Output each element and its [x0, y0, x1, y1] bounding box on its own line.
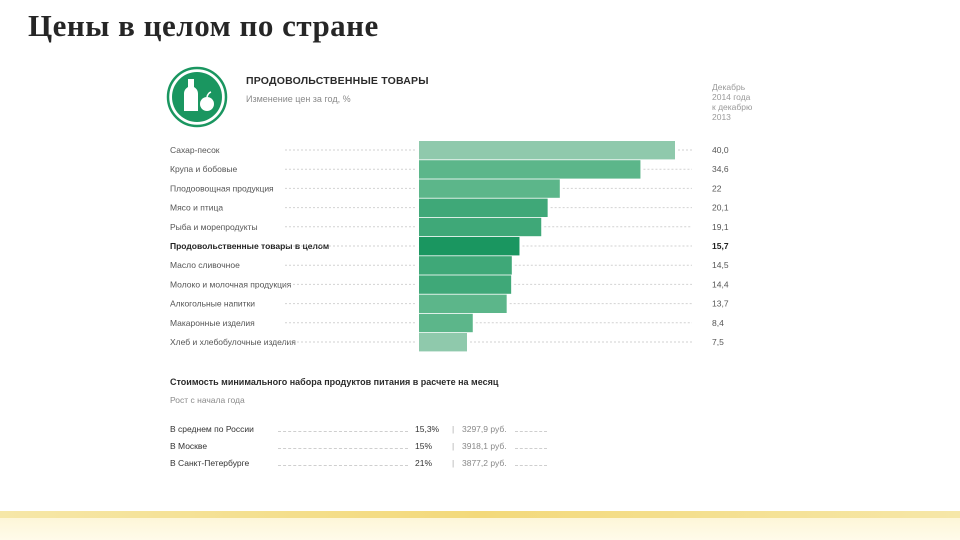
bar — [419, 294, 507, 313]
category-label: Хлеб и хлебобулочные изделия — [170, 337, 296, 347]
stats-growth: 15% — [415, 441, 433, 451]
stats-row: В Москве 15% | 3918,1 руб. — [170, 441, 550, 454]
bar — [419, 217, 542, 237]
slide-title: Цены в целом по стране — [28, 8, 379, 43]
stats-region: В Санкт-Петербурге — [170, 458, 250, 468]
bar — [419, 313, 473, 333]
leader-dots — [278, 465, 408, 466]
stats-title: Стоимость минимального набора продуктов … — [170, 377, 499, 387]
stats-row: В среднем по России 15,3% | 3297,9 руб. — [170, 424, 550, 437]
stats-region: В Москве — [170, 441, 208, 451]
bar — [419, 237, 520, 256]
value-label: 22 — [712, 183, 722, 193]
bar — [419, 275, 512, 294]
bar — [419, 198, 548, 217]
stats-region: В среднем по России — [170, 424, 254, 434]
category-label: Рыба и морепродукты — [170, 222, 258, 232]
category-label: Алкогольные напитки — [170, 299, 255, 309]
leader-dots — [515, 465, 547, 466]
value-label: 40,0 — [712, 145, 729, 155]
value-label: 8,4 — [712, 318, 724, 328]
leader-dots — [278, 448, 408, 449]
leader-dots — [515, 431, 547, 432]
stats-separator: | — [452, 424, 455, 434]
period-note-line: Декабрь — [712, 82, 746, 92]
bottle-and-apple-icon — [166, 66, 228, 128]
period-note-line: 2013 — [712, 112, 731, 122]
stats-growth: 21% — [415, 458, 433, 468]
stats-cost: 3297,9 руб. — [462, 424, 507, 434]
value-label: 7,5 — [712, 337, 724, 347]
category-label: Молоко и молочная продукция — [170, 279, 292, 289]
value-label: 34,6 — [712, 164, 729, 174]
infographic-title: ПРОДОВОЛЬСТВЕННЫЕ ТОВАРЫ — [246, 75, 429, 87]
category-label: Макаронные изделия — [170, 318, 255, 328]
stats-cost: 3877,2 руб. — [462, 458, 507, 468]
price-change-bar-chart: Сахар-песок 40,0 Крупа и бобовые 34,6 Плодоо… — [170, 141, 729, 352]
category-label: Продовольственные товары в целом — [170, 241, 329, 251]
period-note-line: к декабрю — [712, 102, 753, 112]
value-label: 13,7 — [712, 299, 729, 309]
stats-growth: 15,3% — [415, 424, 440, 434]
decorative-band — [0, 518, 960, 540]
leader-dots — [515, 448, 547, 449]
leader-dots — [278, 431, 408, 432]
stats-separator: | — [452, 441, 455, 451]
category-label: Масло сливочное — [170, 260, 240, 270]
bar — [419, 179, 560, 198]
category-label: Мясо и птица — [170, 203, 223, 213]
period-note-line: 2014 года — [712, 92, 751, 102]
value-label: 14,4 — [712, 279, 729, 289]
value-label: 15,7 — [712, 241, 729, 251]
category-label: Сахар-песок — [170, 145, 220, 155]
bar — [419, 141, 675, 160]
bar — [419, 256, 512, 275]
value-label: 20,1 — [712, 203, 729, 213]
decorative-band — [0, 511, 960, 518]
period-note: Декабрь 2014 года к декабрю 2013 — [712, 82, 772, 122]
category-label: Плодоовощная продукция — [170, 183, 274, 193]
category-label: Крупа и бобовые — [170, 164, 237, 174]
stats-separator: | — [452, 458, 455, 468]
stats-row: В Санкт-Петербурге 21% | 3877,2 руб. — [170, 458, 550, 471]
value-label: 14,5 — [712, 260, 729, 270]
stats-cost: 3918,1 руб. — [462, 441, 507, 451]
value-label: 19,1 — [712, 222, 729, 232]
bar — [419, 160, 641, 179]
bar — [419, 333, 467, 352]
infographic-subtitle: Изменение цен за год, % — [246, 94, 351, 104]
stats-subtitle: Рост с начала года — [170, 395, 245, 405]
